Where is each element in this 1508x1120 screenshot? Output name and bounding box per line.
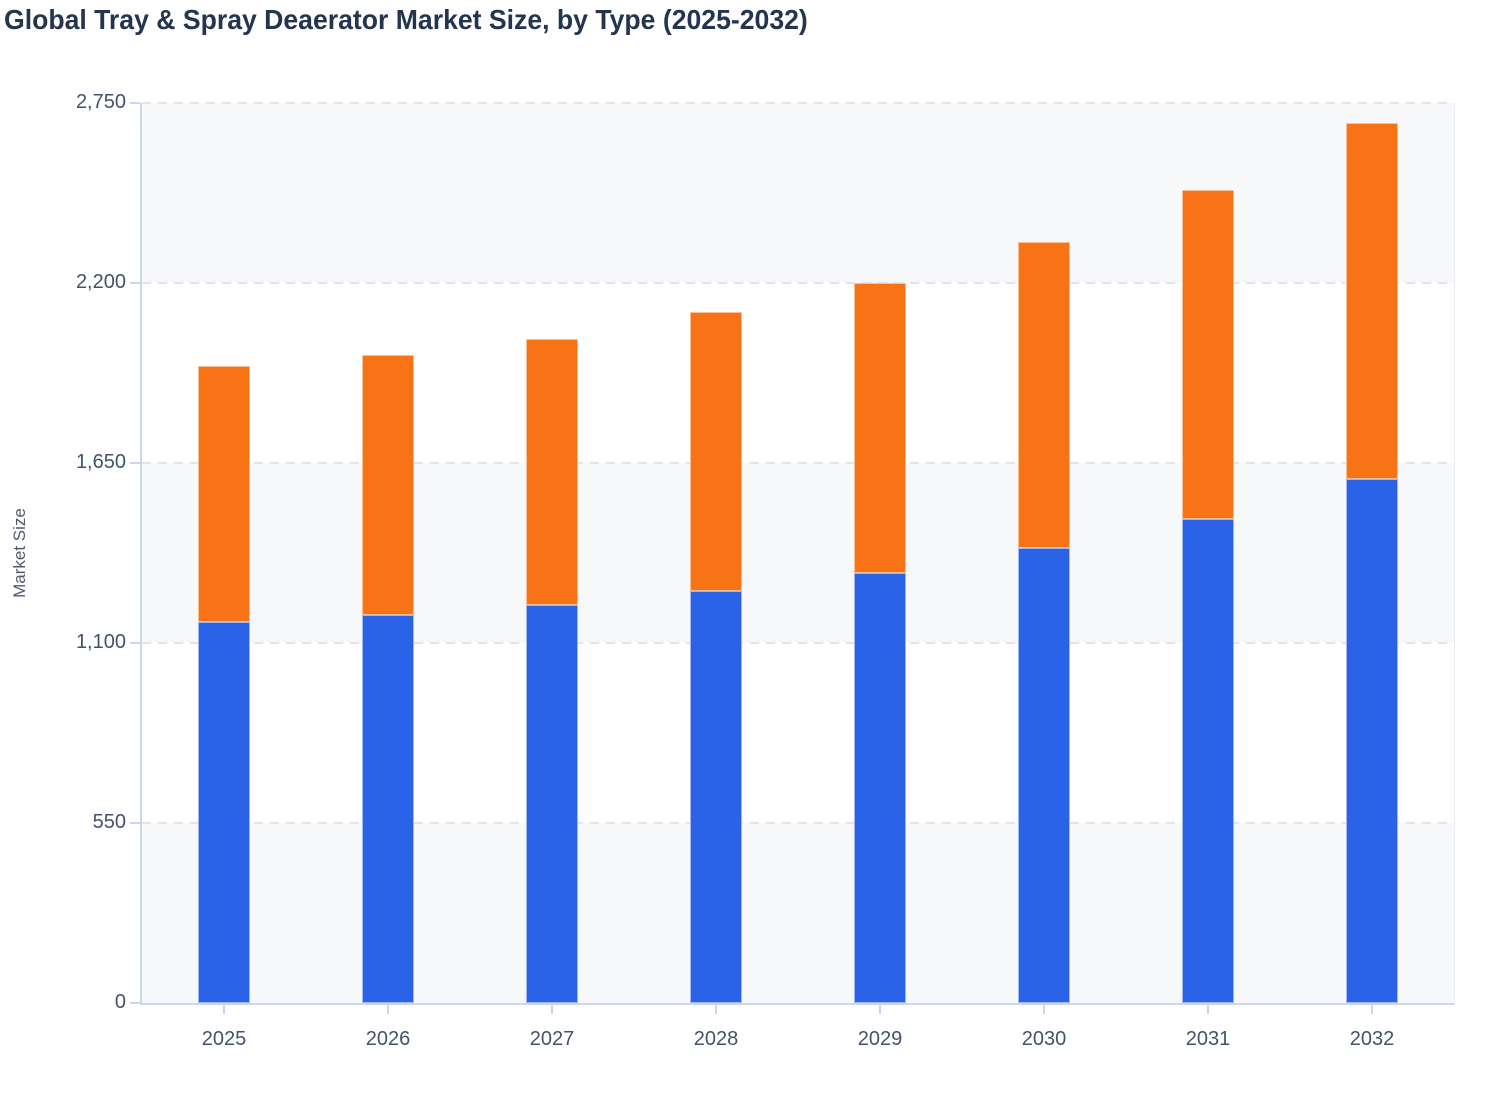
y-tick-mark-1650 xyxy=(130,462,140,464)
x-tick-label-2031: 2031 xyxy=(1185,1028,1231,1050)
bar-segment-spray-deaerator-2028[interactable] xyxy=(690,312,742,591)
y-tick-label-1100: 1,100 xyxy=(75,631,126,653)
y-tick-label-1650: 1,650 xyxy=(75,451,126,473)
bar-segment-spray-deaerator-2031[interactable] xyxy=(1182,189,1234,519)
y-axis-title: Market Size xyxy=(10,508,29,598)
x-tick-mark-2028 xyxy=(715,1005,717,1014)
x-tick-label-2026: 2026 xyxy=(365,1028,411,1050)
y-tick-mark-0 xyxy=(130,1002,140,1004)
x-tick-mark-2025 xyxy=(223,1005,225,1014)
y-tick-label-0: 0 xyxy=(114,991,126,1013)
bar-segment-tray-deaerator-2032[interactable] xyxy=(1346,479,1398,1003)
bar-segment-spray-deaerator-2030[interactable] xyxy=(1018,242,1070,549)
plot-band xyxy=(142,823,1454,1003)
x-tick-mark-2026 xyxy=(387,1005,389,1014)
bar-segment-tray-deaerator-2027[interactable] xyxy=(526,605,578,1003)
x-tick-label-2030: 2030 xyxy=(1021,1028,1067,1050)
grid-line-1100 xyxy=(142,642,1454,644)
x-tick-mark-2032 xyxy=(1371,1005,1373,1014)
bar-segment-tray-deaerator-2031[interactable] xyxy=(1182,518,1234,1003)
bar-segment-tray-deaerator-2030[interactable] xyxy=(1018,548,1070,1003)
x-tick-label-2032: 2032 xyxy=(1349,1028,1395,1050)
x-tick-mark-2027 xyxy=(551,1005,553,1014)
y-tick-mark-550 xyxy=(130,822,140,824)
grid-line-550 xyxy=(142,822,1454,824)
x-tick-mark-2030 xyxy=(1043,1005,1045,1014)
plot-band xyxy=(142,103,1454,283)
bar-segment-tray-deaerator-2026[interactable] xyxy=(362,615,414,1003)
bar-segment-spray-deaerator-2032[interactable] xyxy=(1346,122,1398,480)
bar-segment-tray-deaerator-2025[interactable] xyxy=(198,621,250,1003)
grid-line-2200 xyxy=(142,282,1454,284)
y-tick-label-550: 550 xyxy=(92,811,126,833)
bar-segment-spray-deaerator-2026[interactable] xyxy=(362,355,414,616)
plot-area: 0 550 1,100 1,650 2,200 2,750 2025 2026 2027 2028… xyxy=(76,91,1455,1050)
chart-title: Global Tray & Spray Deaerator Market Siz… xyxy=(4,4,808,35)
x-tick-label-2027: 2027 xyxy=(529,1028,575,1050)
bar-segment-spray-deaerator-2029[interactable] xyxy=(854,283,906,573)
grid-line-2750 xyxy=(142,102,1454,104)
bar-segment-spray-deaerator-2025[interactable] xyxy=(198,366,250,622)
x-tick-label-2028: 2028 xyxy=(693,1028,739,1050)
bar-segment-tray-deaerator-2029[interactable] xyxy=(854,572,906,1003)
y-tick-mark-2200 xyxy=(130,282,140,284)
x-tick-label-2025: 2025 xyxy=(201,1028,247,1050)
y-tick-mark-1100 xyxy=(130,642,140,644)
x-tick-mark-2029 xyxy=(879,1005,881,1014)
bar-segment-tray-deaerator-2028[interactable] xyxy=(690,590,742,1003)
bar-segment-spray-deaerator-2027[interactable] xyxy=(526,338,578,606)
y-tick-mark-2750 xyxy=(130,102,140,104)
y-tick-label-2200: 2,200 xyxy=(75,271,126,293)
x-tick-mark-2031 xyxy=(1207,1005,1209,1014)
x-tick-label-2029: 2029 xyxy=(857,1028,903,1050)
grid-line-1650 xyxy=(142,462,1454,464)
plot-band xyxy=(142,463,1454,643)
y-tick-label-2750: 2,750 xyxy=(75,91,126,113)
